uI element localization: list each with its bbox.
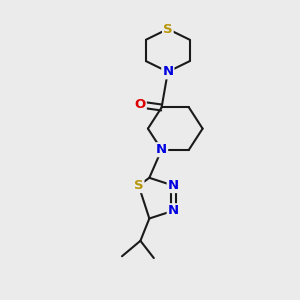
Text: N: N xyxy=(162,65,173,78)
Text: S: S xyxy=(163,22,172,35)
Text: O: O xyxy=(135,98,146,111)
Text: S: S xyxy=(134,179,143,192)
Text: N: N xyxy=(168,204,179,217)
Text: N: N xyxy=(156,143,167,156)
Text: N: N xyxy=(168,179,179,192)
